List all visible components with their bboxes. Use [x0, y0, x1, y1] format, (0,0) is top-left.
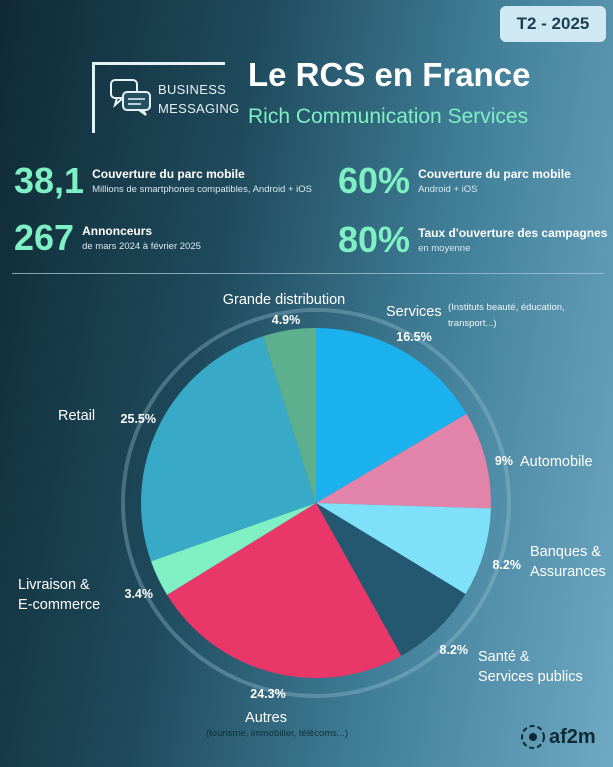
slice-category-label: Santé &: [478, 649, 530, 665]
slice-category-label: Livraison &: [18, 577, 90, 593]
stat-value: 267: [14, 217, 75, 258]
pie-slice: [167, 503, 402, 678]
stat-value: 38,1: [14, 160, 85, 201]
slice-category-label: Assurances: [530, 564, 606, 580]
stat-mobile-coverage-percent: 60% Couverture du parc mobile Android + …: [338, 160, 571, 202]
stat-mobile-coverage: 38,1 Couverture du parc mobile Millions …: [14, 160, 312, 202]
pie-slice: [316, 413, 491, 509]
brand-line-1: BUSINESS: [158, 82, 227, 97]
brand-frame: [92, 62, 225, 133]
page-subtitle: Rich Communication Services: [248, 105, 529, 128]
stat-sub: de mars 2024 à février 2025: [82, 241, 201, 252]
stat-heading: Couverture du parc mobile: [92, 167, 245, 181]
slice-category-label: E-commerce: [18, 597, 100, 613]
stat-heading: Couverture du parc mobile: [418, 167, 571, 181]
slice-value-label: 4.9%: [272, 313, 301, 327]
slice-note: transport...): [448, 318, 497, 329]
af2m-logo-icon: [521, 725, 545, 749]
pie-slice: [150, 503, 316, 595]
af2m-logo-text: af2m: [549, 725, 596, 748]
stat-advertisers: 267 Annonceurs de mars 2024 à février 20…: [14, 217, 201, 259]
stat-heading: Annonceurs: [82, 224, 153, 238]
slice-note: (tourisme, immobilier, télécoms...): [206, 728, 348, 739]
slice-category-label: Services publics: [478, 669, 583, 685]
stat-value: 80%: [338, 219, 411, 260]
slice-value-label: 3.4%: [125, 587, 154, 601]
stat-sub: Millions de smartphones compatibles, And…: [92, 184, 313, 195]
slice-value-label: 25.5%: [121, 412, 156, 426]
page-title: Le RCS en France: [248, 56, 531, 93]
slice-category-label: Autres: [245, 710, 287, 726]
brand-line-2: MESSAGING: [158, 101, 240, 116]
stat-value: 60%: [338, 160, 411, 201]
slice-value-label: 24.3%: [250, 687, 285, 701]
slice-category-label: Banques &: [530, 544, 601, 560]
pie-decorative-ring: [121, 308, 511, 698]
slice-note: (Instituts beauté, éducation,: [448, 302, 565, 313]
pie-slice: [316, 328, 467, 503]
stat-sub: en moyenne: [418, 243, 471, 254]
stat-heading: Taux d'ouverture des campagnes: [418, 226, 608, 240]
slice-category-label: Grande distribution: [223, 292, 346, 308]
slice-value-label: 9%: [495, 454, 513, 468]
slice-category-label: Retail: [58, 408, 95, 424]
stat-open-rate: 80% Taux d'ouverture des campagnes en mo…: [338, 219, 607, 261]
slice-category-label: Automobile: [520, 454, 593, 470]
brand-label: BUSINESS MESSAGING: [158, 80, 239, 118]
stat-sub: Android + iOS: [418, 184, 478, 195]
slice-value-label: 8.2%: [493, 558, 522, 572]
chat-bubbles-icon: [110, 79, 151, 116]
pie-slice: [141, 336, 316, 562]
slice-category-label: Services: [386, 304, 442, 320]
pie-slice: [316, 503, 491, 594]
slice-value-label: 16.5%: [396, 330, 431, 344]
af2m-logo: af2m: [520, 724, 596, 750]
slice-value-label: 8.2%: [440, 643, 469, 657]
pie-slice: [262, 328, 316, 503]
period-badge: T2 - 2025: [500, 6, 606, 42]
section-divider: [12, 273, 604, 274]
pie-slice: [316, 503, 466, 656]
